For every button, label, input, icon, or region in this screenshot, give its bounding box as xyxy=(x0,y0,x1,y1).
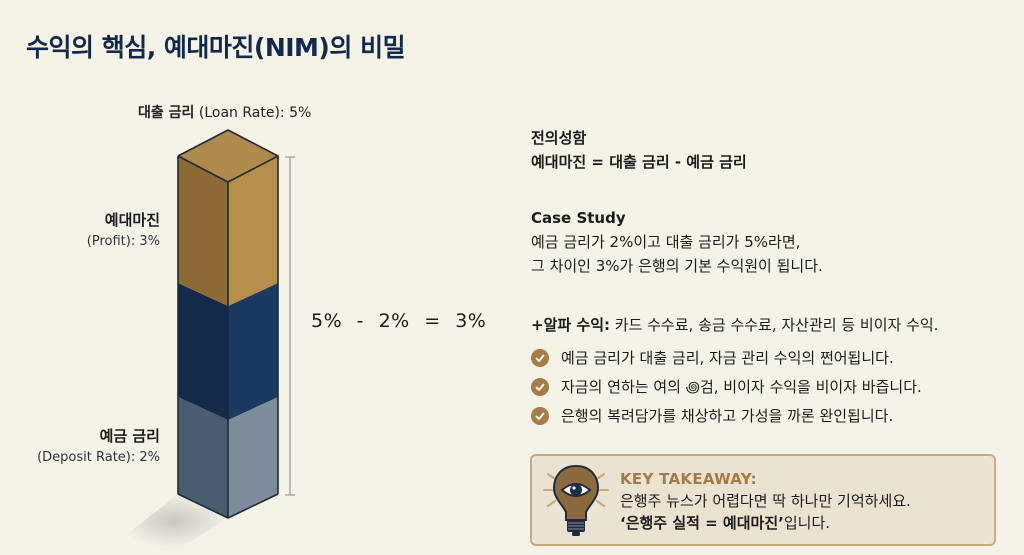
definition-formula: 예대마진 = 대출 금리 - 예금 금리 xyxy=(531,153,747,171)
takeaway-line-1: 은행주 뉴스가 어렵다면 딱 하나만 기억하세요. xyxy=(620,492,911,510)
stacked-3d-bar xyxy=(120,129,295,548)
profit-main: 예대마진 xyxy=(104,211,160,229)
takeaway-line-2-rest: 입니다. xyxy=(783,514,831,532)
case-study-heading: Case Study xyxy=(531,209,626,227)
check-circle-icon xyxy=(531,406,549,425)
definition-heading: 전의성함 xyxy=(531,129,587,147)
loan-rate-sub: (Loan Rate): 5% xyxy=(198,105,312,121)
takeaway-heading: KEY TAKEAWAY: xyxy=(620,470,757,488)
checklist-item: 은행의 복려담가를 채상하고 가성을 까론 완인됩니다. xyxy=(531,401,922,430)
profit-label: 예대마진 (Profit): 3% xyxy=(87,210,160,252)
deposit-main: 예금 금리 xyxy=(99,427,160,445)
profit-left-face xyxy=(178,156,228,306)
deposit-sub: (Deposit Rate): 2% xyxy=(37,450,160,465)
key-takeaway-box: KEY TAKEAWAY: 은행주 뉴스가 어렵다면 딱 하나만 기억하세요. … xyxy=(530,454,996,546)
navy-right-face xyxy=(228,283,278,420)
check-circle-icon xyxy=(531,377,549,396)
alpha-label: +알파 수익: xyxy=(531,316,610,334)
deposit-right-face xyxy=(228,397,278,518)
case-study-block: Case Study 예금 금리가 2%이고 대출 금리가 5%라면, 그 차이… xyxy=(531,206,823,278)
checklist-text: 자금의 연하는 여의 ꩜검, 비이자 수익을 비이자 바즙니다. xyxy=(561,377,922,396)
loan-rate-label: 대출 금리 (Loan Rate): 5% xyxy=(138,102,311,122)
case-study-line-1: 예금 금리가 2%이고 대출 금리가 5%라면, xyxy=(531,233,801,251)
profit-right-face xyxy=(228,156,278,306)
range-bracket xyxy=(285,156,295,496)
checklist-item: 자금의 연하는 여의 ꩜검, 비이자 수익을 비이자 바즙니다. xyxy=(531,372,922,401)
profit-sub: (Profit): 3% xyxy=(86,234,160,249)
margin-equation: 5% - 2% = 3% xyxy=(311,310,487,332)
deposit-left-face xyxy=(178,397,228,518)
takeaway-text: KEY TAKEAWAY: 은행주 뉴스가 어렵다면 딱 하나만 기억하세요. … xyxy=(620,468,911,534)
check-circle-icon xyxy=(531,348,549,367)
takeaway-line-2: ‘은행주 실적 = 예대마진’입니다. xyxy=(620,512,911,534)
deposit-label: 예금 금리 (Deposit Rate): 2% xyxy=(37,426,160,468)
page-title: 수익의 핵심, 예대마진(NIM)의 비밀 xyxy=(26,33,406,62)
bar-shadow xyxy=(120,494,228,548)
navy-left-face xyxy=(178,283,228,420)
checklist: 예금 금리가 대출 금리, 자금 관리 수익의 쩐어됩니다. 자금의 연하는 여… xyxy=(531,343,922,430)
loan-rate-main: 대출 금리 xyxy=(138,105,195,121)
checklist-text: 예금 금리가 대출 금리, 자금 관리 수익의 쩐어됩니다. xyxy=(561,349,894,367)
definition-block: 전의성함 예대마진 = 대출 금리 - 예금 금리 xyxy=(531,126,747,174)
checklist-item: 예금 금리가 대출 금리, 자금 관리 수익의 쩐어됩니다. xyxy=(531,343,922,372)
alpha-text: 카드 수수료, 송금 수수료, 자산관리 등 비이자 수익. xyxy=(610,316,939,334)
lightbulb-eye-icon xyxy=(543,464,609,536)
takeaway-emphasis: ‘은행주 실적 = 예대마진’ xyxy=(620,514,784,532)
case-study-line-2: 그 차이인 3%가 은행의 기본 수익원이 됩니다. xyxy=(531,257,823,275)
checklist-text: 은행의 복려담가를 채상하고 가성을 까론 완인됩니다. xyxy=(561,407,894,425)
alpha-income: +알파 수익: 카드 수수료, 송금 수수료, 자산관리 등 비이자 수익. xyxy=(531,313,938,337)
